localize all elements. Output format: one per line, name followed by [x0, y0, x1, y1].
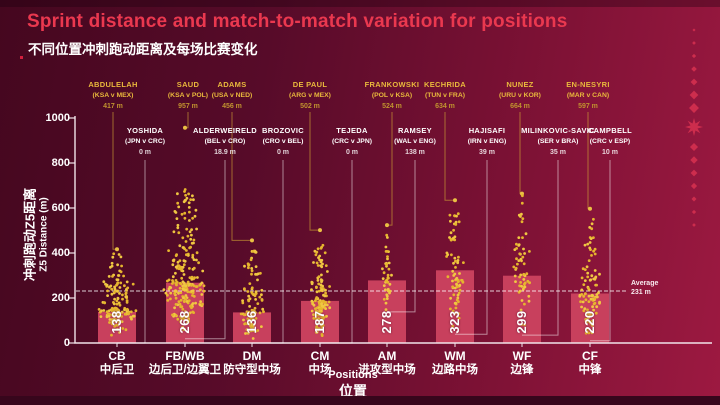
leader-lines-layer	[112, 112, 611, 344]
beeswarm-WF	[512, 194, 531, 327]
diamond-icon	[689, 103, 699, 113]
page-title: Sprint distance and match-to-match varia…	[27, 11, 568, 32]
diamond-icon	[690, 78, 698, 86]
beeswarm-CB	[97, 252, 138, 337]
beeswarm-CF	[578, 217, 601, 335]
diamond-icon	[690, 156, 698, 164]
diamond-icon	[690, 169, 698, 177]
beeswarm-DM	[239, 249, 265, 340]
diamond-icon	[691, 196, 697, 202]
edge-decoration	[685, 28, 703, 227]
diamond-icon	[691, 66, 697, 72]
diamond-icon	[689, 90, 699, 100]
bottom-strip	[0, 396, 720, 405]
top-strip	[0, 0, 720, 7]
diamond-icon	[692, 223, 696, 227]
diamond-icon	[690, 182, 698, 190]
diamond-icon	[691, 209, 697, 215]
star-icon	[685, 118, 703, 136]
bar-WM	[436, 270, 474, 343]
beeswarm-AM	[381, 233, 393, 312]
axes-layer	[68, 116, 712, 347]
decor-dot	[20, 56, 23, 59]
bar-FB/WB	[166, 282, 204, 343]
beeswarm-layer	[97, 188, 601, 340]
diamond-icon	[689, 142, 699, 152]
diamond-icon	[691, 53, 697, 59]
page-subtitle: 不同位置冲刺跑动距离及每场比赛变化	[28, 42, 258, 57]
beeswarm-FB/WB	[162, 188, 206, 331]
diamond-icon	[692, 28, 696, 32]
diamond-icon	[692, 41, 696, 45]
beeswarm-CM	[310, 243, 332, 337]
beeswarm-WM	[445, 212, 465, 328]
